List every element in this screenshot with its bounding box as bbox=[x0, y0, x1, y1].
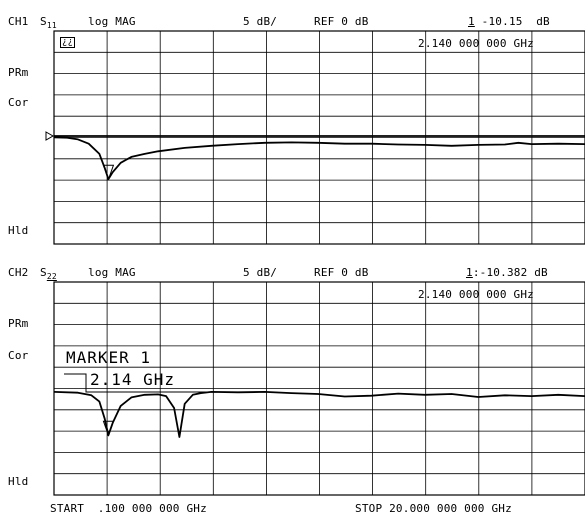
ch2-marker-box-title: MARKER 1 bbox=[66, 348, 152, 367]
ch1-scale: 5 dB/ bbox=[243, 15, 278, 28]
ch2-marker-box-value: 2.14 GHz bbox=[90, 370, 176, 389]
ch1-status-hld: Hld bbox=[8, 224, 29, 237]
ch1-marker-readout: 1 -10.15 dB bbox=[468, 16, 550, 27]
ch1-format: log MAG bbox=[88, 15, 136, 28]
ch1-marker-frequency: 2.140 000 000 GHz bbox=[418, 37, 534, 50]
marker-symbols bbox=[102, 164, 115, 437]
ch1-trace-line bbox=[53, 136, 585, 181]
ch2-status-cor: Cor bbox=[8, 349, 29, 362]
ch1-marker-number: 1 bbox=[468, 15, 475, 28]
ch1-param-main: S bbox=[40, 15, 47, 28]
ch1-marker-triangle-icon bbox=[102, 164, 115, 181]
ch2-format: log MAG bbox=[88, 266, 136, 279]
ch2-grid bbox=[53, 281, 585, 496]
ch2-param-sub: 22 bbox=[46, 272, 57, 281]
ch2-status-hld: Hld bbox=[8, 475, 29, 488]
ch1-status-cor: Cor bbox=[8, 96, 29, 109]
ch1-parameter: S11 bbox=[40, 15, 57, 30]
ch1-reference-arrow-icon bbox=[45, 131, 55, 141]
ch1-channel-label: CH1 bbox=[8, 15, 29, 28]
ch1-param-sub: 11 bbox=[46, 21, 57, 30]
ch1-status-prm: PRm bbox=[8, 66, 29, 79]
ch2-parameter: S22 bbox=[40, 266, 57, 281]
ch2-marker-value: :-10.382 dB bbox=[472, 266, 548, 279]
ch2-marker-triangle-icon bbox=[102, 420, 115, 437]
ch1-marker-value: -10.15 dB bbox=[474, 15, 550, 28]
ch1-reference: REF 0 dB bbox=[314, 15, 369, 28]
ch2-reference: REF 0 dB bbox=[314, 266, 369, 279]
start-frequency: START .100 000 000 GHz bbox=[50, 502, 207, 515]
ch2-marker-readout: 1:-10.382 dB bbox=[466, 267, 548, 278]
ch2-marker-frequency: 2.140 000 000 GHz bbox=[418, 288, 534, 301]
ch2-marker-box-outline bbox=[64, 373, 215, 393]
ch1-trace bbox=[53, 136, 585, 181]
ch2-status-prm: PRm bbox=[8, 317, 29, 330]
stop-frequency: STOP 20.000 000 000 GHz bbox=[355, 502, 512, 515]
ch1-grid bbox=[53, 30, 585, 245]
ch2-channel-label: CH2 bbox=[8, 266, 29, 279]
ch1-box-icon: ¿¿ bbox=[60, 37, 76, 48]
ch2-param-main: S bbox=[40, 266, 47, 279]
ch2-scale: 5 dB/ bbox=[243, 266, 278, 279]
ch2-marker-number: 1 bbox=[466, 266, 473, 279]
